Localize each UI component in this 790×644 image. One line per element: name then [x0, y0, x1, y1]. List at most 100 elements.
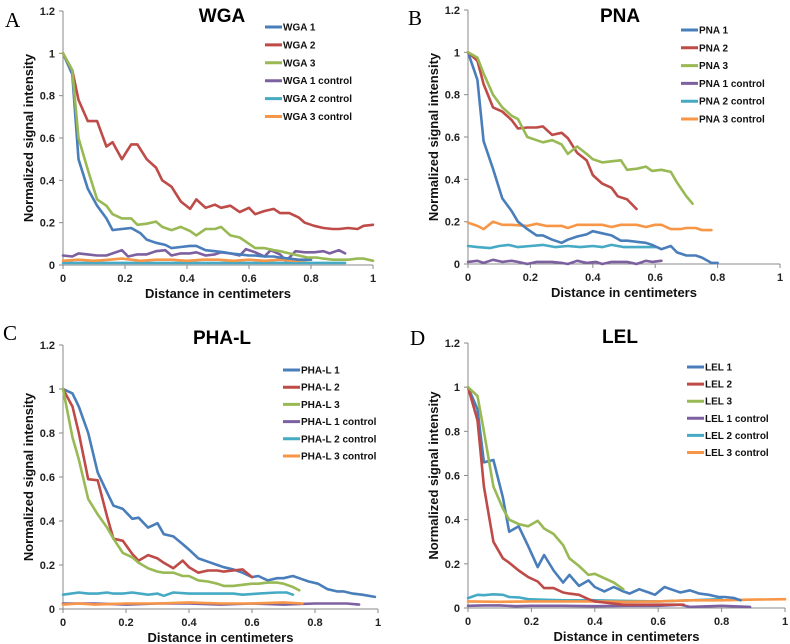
y-tick-label: 0: [49, 604, 55, 616]
x-tick-label: 0.2: [117, 273, 132, 285]
legend-entry: LEL 1 control: [705, 414, 769, 425]
y-tick-label: 1.2: [445, 5, 460, 17]
panel-label: C: [3, 321, 17, 345]
y-tick-label: 0.2: [445, 217, 460, 229]
x-tick-label: 0: [60, 273, 66, 285]
legend: PNA 1 PNA 2 PNA 3 PNA 1 control PNA 2 contro…: [681, 26, 765, 126]
series-line-wga-3-control: [61, 257, 313, 263]
chart-title: WGA: [199, 6, 246, 27]
y-tick-label: 0.4: [40, 516, 56, 528]
y-tick-label: 1.2: [445, 338, 460, 350]
x-tick-label: 0.4: [181, 617, 197, 629]
series-line-lel-2: [466, 385, 685, 606]
panel-label: B: [408, 6, 422, 30]
panel-d: 0 0.2 0.4 0.6 0.8 1 1.2 0 0.2 0.4 0.6 0.8 1 Distance …: [410, 326, 788, 644]
legend-entry: PHA-L 1 control: [301, 417, 377, 428]
x-tick-label: 1: [782, 616, 788, 628]
legend-entry: PHA-L 2 control: [301, 434, 377, 445]
x-tick-label: 0.4: [585, 272, 601, 284]
legend-entry: PNA 2: [699, 43, 729, 54]
y-tick-label: 0.6: [445, 132, 460, 144]
x-tick-label: 1: [375, 617, 381, 629]
y-tick-label: 1.2: [40, 6, 55, 18]
y-tick-label: 0.2: [40, 560, 55, 572]
y-tick-label: 0.2: [40, 218, 55, 230]
series-line-pha-l-2: [61, 387, 254, 579]
series-line-pna-3-control: [466, 220, 713, 232]
x-tick-label: 0: [60, 617, 66, 629]
series-line-lel-1: [466, 385, 742, 602]
series-line-lel-3: [466, 385, 625, 591]
series-line-wga-1: [61, 52, 313, 261]
series-line-wga-2: [61, 52, 375, 231]
series-line-wga-3: [61, 52, 375, 263]
legend-entry: PNA 2 control: [699, 97, 765, 108]
y-axis-label: Normalized signal intensity: [426, 391, 441, 560]
legend-entry: PHA-L 3: [301, 400, 340, 411]
series-line-pna-1-control: [466, 258, 663, 266]
legend-entry: PNA 3: [699, 61, 729, 72]
y-tick-label: 0: [49, 260, 55, 272]
y-tick-label: 1: [49, 48, 55, 60]
x-tick-label: 0.8: [710, 272, 725, 284]
y-tick-label: 0.8: [445, 90, 460, 102]
legend-entry: PNA 3 control: [699, 115, 765, 126]
series-line-lel-1-control: [466, 603, 752, 609]
series-line-pna-2-control: [466, 243, 657, 250]
legend: WGA 1 WGA 2 WGA 3 WGA 1 control WGA 2 contro…: [265, 23, 352, 123]
panel-label: D: [410, 326, 425, 350]
chart-title: PNA: [600, 6, 640, 27]
series-line-wga-1-control: [61, 247, 347, 263]
y-tick-label: 1: [454, 47, 460, 59]
x-tick-label: 0.6: [244, 617, 259, 629]
legend-entry: LEL 2: [705, 380, 732, 391]
y-tick-label: 0.8: [40, 428, 55, 440]
legend-entry: PHA-L 2: [301, 383, 340, 394]
x-tick-label: 1: [370, 273, 376, 285]
x-axis-label: Distance in centimeters: [148, 630, 294, 644]
series-line-pna-3: [466, 51, 694, 205]
x-axis-label: Distance in centimeters: [551, 285, 697, 300]
series-line-lel-3-control: [466, 597, 787, 604]
series-line-pha-l-3: [61, 387, 301, 592]
legend-entry: WGA 3: [283, 58, 316, 69]
y-tick-label: 0.6: [40, 472, 55, 484]
x-tick-label: 0.4: [179, 273, 195, 285]
series-line-pha-l-3-control: [61, 601, 304, 606]
x-tick-label: 0.6: [241, 273, 256, 285]
legend-entry: LEL 2 control: [705, 431, 769, 442]
legend: LEL 1 LEL 2 LEL 3 LEL 1 control LEL 2 contro…: [687, 363, 769, 459]
legend-entry: WGA 1: [283, 23, 316, 34]
y-tick-label: 0.4: [40, 175, 56, 187]
y-tick-label: 1: [454, 382, 460, 394]
y-tick-label: 0.8: [40, 91, 55, 103]
x-tick-label: 0.8: [303, 273, 318, 285]
y-tick-label: 0.8: [445, 426, 460, 438]
x-tick-label: 0.6: [648, 272, 663, 284]
y-tick-label: 0: [454, 603, 460, 615]
x-tick-label: 0.6: [651, 616, 666, 628]
legend-entry: PNA 1 control: [699, 79, 765, 90]
x-tick-label: 0.4: [587, 616, 603, 628]
legend-entry: WGA 2 control: [283, 94, 352, 105]
chart-title: PHA-L: [193, 328, 251, 349]
legend-entry: WGA 2: [283, 40, 316, 51]
y-tick-label: 0.6: [40, 133, 55, 145]
x-tick-label: 0.2: [524, 616, 539, 628]
legend-entry: LEL 3 control: [705, 448, 769, 459]
x-axis-label: Distance in centimeters: [554, 629, 700, 644]
panel-c: 0 0.2 0.4 0.6 0.8 1 1.2 0 0.2 0.4 0.6 0.8 1 Distance …: [3, 321, 381, 644]
series-line-pna-1: [466, 51, 719, 265]
chart-title: LEL: [602, 327, 638, 348]
x-axis-label: Distance in centimeters: [145, 286, 291, 301]
y-tick-label: 0: [454, 259, 460, 271]
legend: PHA-L 1 PHA-L 2 PHA-L 3 PHA-L 1 control PHA-…: [283, 366, 377, 463]
panel-label: A: [5, 8, 21, 32]
y-tick-label: 0.2: [445, 559, 460, 571]
legend-entry: WGA 1 control: [283, 76, 352, 87]
y-tick-label: 1: [49, 384, 55, 396]
y-axis-label: Normalized signal intensity: [21, 53, 36, 222]
panel-b: 0 0.2 0.4 0.6 0.8 1 1.2 0 0.2 0.4 0.6 0.8 1 Distance …: [408, 5, 783, 300]
legend-entry: PNA 1: [699, 26, 729, 37]
